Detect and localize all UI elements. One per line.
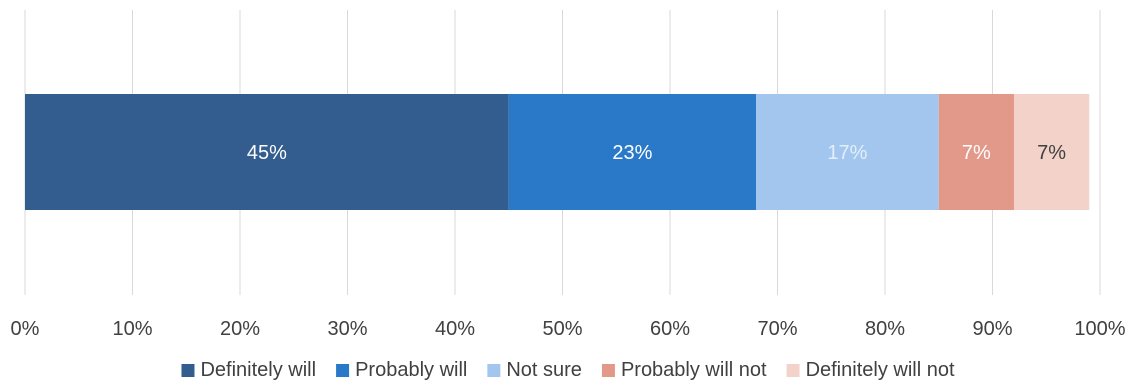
data-label-1: 23%	[612, 142, 652, 164]
bar-segment-4	[1014, 94, 1090, 210]
legend-item-0: Definitely will	[181, 359, 316, 381]
x-tick-label: 70%	[757, 318, 797, 340]
x-axis-tick-labels: 0% 10% 20% 30% 40% 50% 60% 70% 80% 90% 100%	[11, 318, 1126, 340]
x-tick-label: 100%	[1074, 318, 1125, 340]
x-tick-label: 50%	[542, 318, 582, 340]
x-tick-label: 20%	[220, 318, 260, 340]
legend-swatch	[601, 364, 615, 377]
legend-label: Definitely will	[200, 359, 316, 381]
legend-swatch	[786, 364, 800, 377]
data-label-4: 7%	[1037, 142, 1066, 164]
legend-item-3: Probably will not	[601, 359, 767, 381]
x-tick-label: 0%	[11, 318, 40, 340]
x-tick-label: 90%	[972, 318, 1012, 340]
bar-segment-2	[756, 94, 939, 210]
legend: Definitely will Probably will Not sure Prob…	[181, 359, 955, 381]
legend-label: Probably will	[355, 359, 467, 381]
legend-item-2: Not sure	[487, 359, 582, 381]
x-tick-label: 60%	[650, 318, 690, 340]
legend-swatch	[487, 364, 501, 377]
x-tick-label: 10%	[112, 318, 152, 340]
legend-swatch	[336, 364, 350, 377]
data-labels: 45% 23% 17% 7% 7%	[247, 142, 1066, 164]
legend-item-4: Definitely will not	[786, 359, 955, 381]
bar-segment-3	[938, 94, 1014, 210]
legend-label: Not sure	[506, 359, 582, 381]
bar-segment-1	[508, 94, 756, 210]
bar-segments	[25, 94, 1090, 210]
data-label-0: 45%	[247, 142, 287, 164]
legend-label: Probably will not	[621, 359, 767, 381]
data-label-2: 17%	[827, 142, 867, 164]
legend-swatch	[181, 364, 195, 377]
legend-item-1: Probably will	[336, 359, 467, 381]
data-label-3: 7%	[962, 142, 991, 164]
x-tick-label: 30%	[327, 318, 367, 340]
bar-segment-0	[25, 94, 509, 210]
legend-label: Definitely will not	[806, 359, 955, 381]
x-tick-label: 40%	[435, 318, 475, 340]
x-tick-label: 80%	[865, 318, 905, 340]
